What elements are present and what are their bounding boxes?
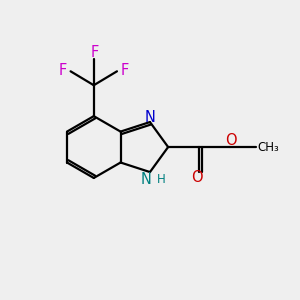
Text: CH₃: CH₃ [258, 141, 280, 154]
Text: N: N [141, 172, 152, 187]
Text: F: F [120, 63, 128, 78]
Text: H: H [157, 173, 166, 186]
Text: F: F [90, 45, 98, 60]
Text: O: O [225, 133, 236, 148]
Text: F: F [59, 63, 68, 78]
Text: O: O [191, 170, 203, 185]
Text: N: N [145, 110, 156, 124]
